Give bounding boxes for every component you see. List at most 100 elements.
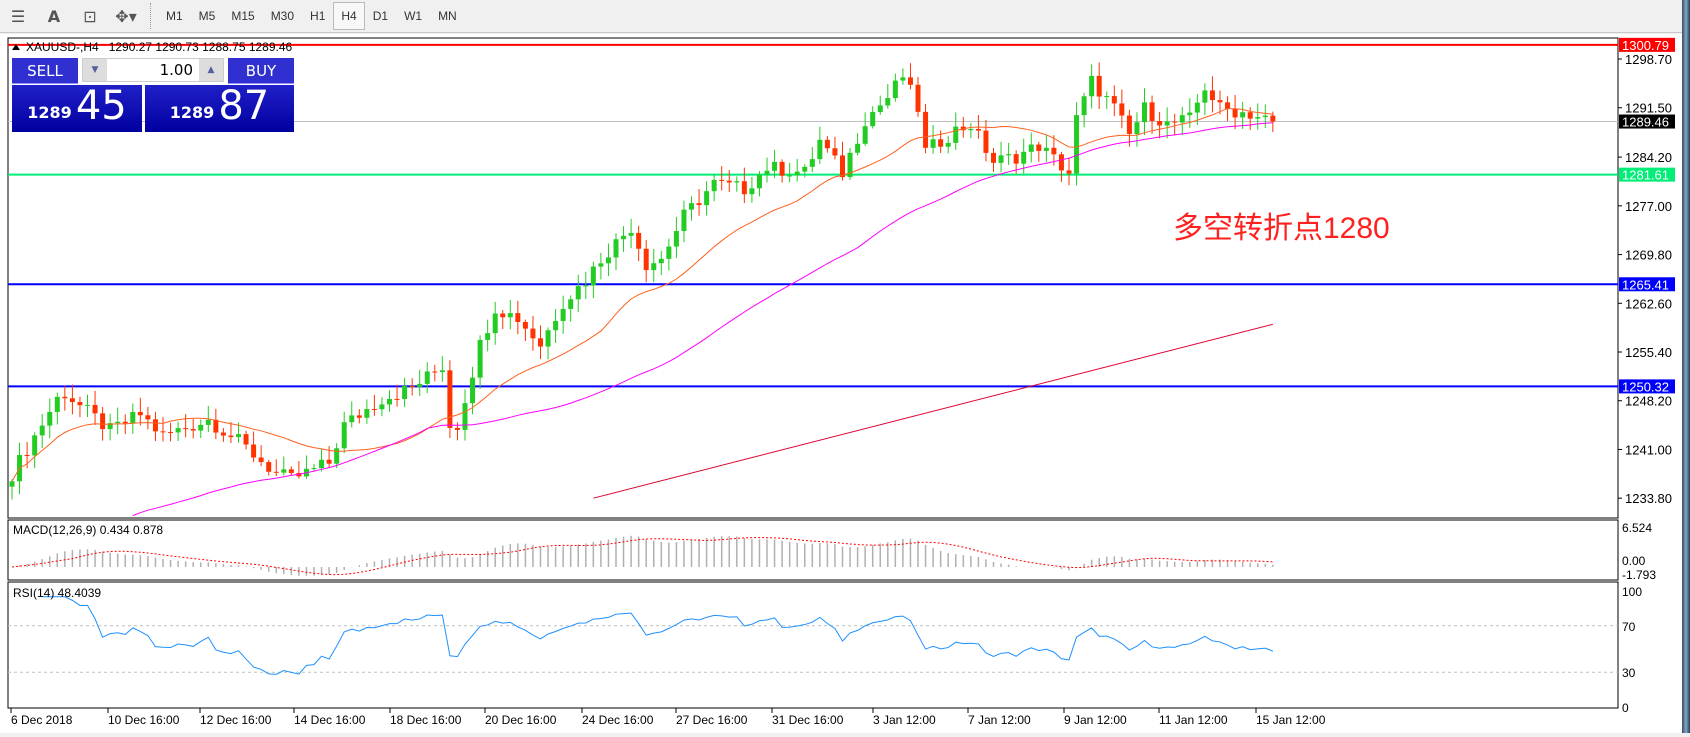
x-tick-label: 20 Dec 16:00 xyxy=(485,713,557,727)
candle-body xyxy=(870,112,876,127)
timeframe-w1[interactable]: W1 xyxy=(404,9,423,23)
candle-body xyxy=(900,77,906,81)
x-tick-label: 3 Jan 12:00 xyxy=(873,713,936,727)
candle-body xyxy=(439,370,445,373)
sell-price[interactable]: 1289 45 xyxy=(12,85,142,132)
candle-body xyxy=(1187,112,1193,116)
candle-body xyxy=(681,209,687,232)
candle-body xyxy=(77,402,83,406)
candle-body xyxy=(704,191,710,206)
lot-size-input[interactable]: 1.00 xyxy=(159,61,193,79)
macd-histogram xyxy=(18,535,1274,576)
candle-body xyxy=(991,152,996,163)
candle-body xyxy=(583,285,589,287)
candle-body xyxy=(545,330,551,347)
toolbar-separator xyxy=(150,3,152,29)
candle-body xyxy=(892,80,898,99)
rsi-y-label: 30 xyxy=(1622,666,1636,680)
symbol-header: XAUUSD-,H4 1290.27 1290.73 1288.75 1289.4… xyxy=(26,40,293,54)
candle-body xyxy=(598,263,604,267)
candle-body xyxy=(424,371,430,384)
x-tick-label: 15 Jan 12:00 xyxy=(1256,713,1326,727)
candle-body xyxy=(515,313,521,323)
candle-body xyxy=(673,231,679,247)
candle-body xyxy=(1164,121,1170,126)
lot-increase-button[interactable]: ▲ xyxy=(199,59,223,81)
arrows-icon[interactable]: ✥▾ xyxy=(115,6,137,26)
y-tick-label: 1277.00 xyxy=(1625,199,1672,214)
candle-body xyxy=(1043,147,1049,151)
candle-body xyxy=(530,328,536,339)
timeframe-m30[interactable]: M30 xyxy=(270,9,295,23)
candle-body xyxy=(1119,103,1125,116)
candle-body xyxy=(341,422,347,449)
candle-body xyxy=(507,313,513,318)
candle-body xyxy=(1179,115,1185,123)
y-tick-label: 1255.40 xyxy=(1625,345,1672,360)
y-tick-label: 1248.20 xyxy=(1625,394,1672,409)
candle-body xyxy=(877,105,883,113)
text-label-icon[interactable]: ⊡ xyxy=(83,6,97,26)
candle-body xyxy=(590,266,596,286)
candle-body xyxy=(855,143,861,153)
candle-body xyxy=(85,404,90,406)
x-tick-label: 14 Dec 16:00 xyxy=(294,713,366,727)
buy-button[interactable]: BUY xyxy=(228,58,294,84)
candle-body xyxy=(1104,96,1110,98)
candle-body xyxy=(930,139,936,148)
sell-button[interactable]: SELL xyxy=(12,58,78,84)
x-tick-label: 11 Jan 12:00 xyxy=(1159,713,1228,727)
x-tick-label: 10 Dec 16:00 xyxy=(108,713,180,727)
timeframe-mn[interactable]: MN xyxy=(438,9,457,23)
candle-body xyxy=(636,232,642,249)
candle-body xyxy=(168,432,174,434)
candle-body xyxy=(923,111,929,148)
collapse-arrow-icon xyxy=(12,44,20,50)
text-icon[interactable]: A xyxy=(47,6,61,26)
candle-body xyxy=(477,339,483,378)
timeframe-h1[interactable]: H1 xyxy=(310,9,326,23)
candle-body xyxy=(1217,100,1223,103)
candle-body xyxy=(945,142,951,147)
candle-body xyxy=(100,413,106,430)
candle-body xyxy=(621,235,627,240)
timeframe-h4[interactable]: H4 xyxy=(333,2,365,30)
x-tick-label: 12 Dec 16:00 xyxy=(200,713,272,727)
timeframe-m1[interactable]: M1 xyxy=(166,9,183,23)
buy-price[interactable]: 1289 87 xyxy=(145,85,294,132)
candle-body xyxy=(560,308,566,322)
candle-body xyxy=(907,77,913,85)
rsi-line xyxy=(42,596,1274,675)
chart-window[interactable]: 1300.79 1289.46 1281.61 1265.41 1250.32 1298.… xyxy=(0,34,1682,733)
candle-body xyxy=(711,179,717,192)
y-tick-label: 1262.60 xyxy=(1625,296,1672,311)
candle-body xyxy=(334,448,340,464)
timeframe-m15[interactable]: M15 xyxy=(231,9,255,23)
candle-body xyxy=(824,139,830,149)
timeframe-m5[interactable]: M5 xyxy=(198,9,216,23)
candle-body xyxy=(568,299,574,309)
y-tick-label: 1284.20 xyxy=(1625,150,1672,165)
candle-body xyxy=(266,462,272,472)
candle-body xyxy=(1051,147,1057,155)
candle-body xyxy=(1036,144,1042,151)
candle-body xyxy=(779,161,785,176)
candle-body xyxy=(1111,96,1117,104)
candle-body xyxy=(190,429,196,431)
candle-body xyxy=(462,403,468,430)
candle-body xyxy=(115,421,121,424)
candle-body xyxy=(281,469,287,473)
fibonacci-icon[interactable]: ☰ xyxy=(10,6,26,26)
candle-body xyxy=(258,457,264,463)
y-tick-label: 1233.80 xyxy=(1625,491,1672,506)
candle-body xyxy=(9,481,15,487)
candle-body xyxy=(54,396,60,412)
lot-size-field: ▼ 1.00 ▲ xyxy=(82,58,224,82)
chart-canvas[interactable]: 1300.79 1289.46 1281.61 1265.41 1250.32 1298.… xyxy=(0,34,1682,733)
lot-decrease-button[interactable]: ▼ xyxy=(83,59,107,81)
candle-body xyxy=(885,98,891,106)
candle-body xyxy=(938,139,944,147)
macd-y-label: 0.00 xyxy=(1622,554,1646,568)
timeframe-d1[interactable]: D1 xyxy=(372,9,389,23)
candle-body xyxy=(251,444,257,458)
